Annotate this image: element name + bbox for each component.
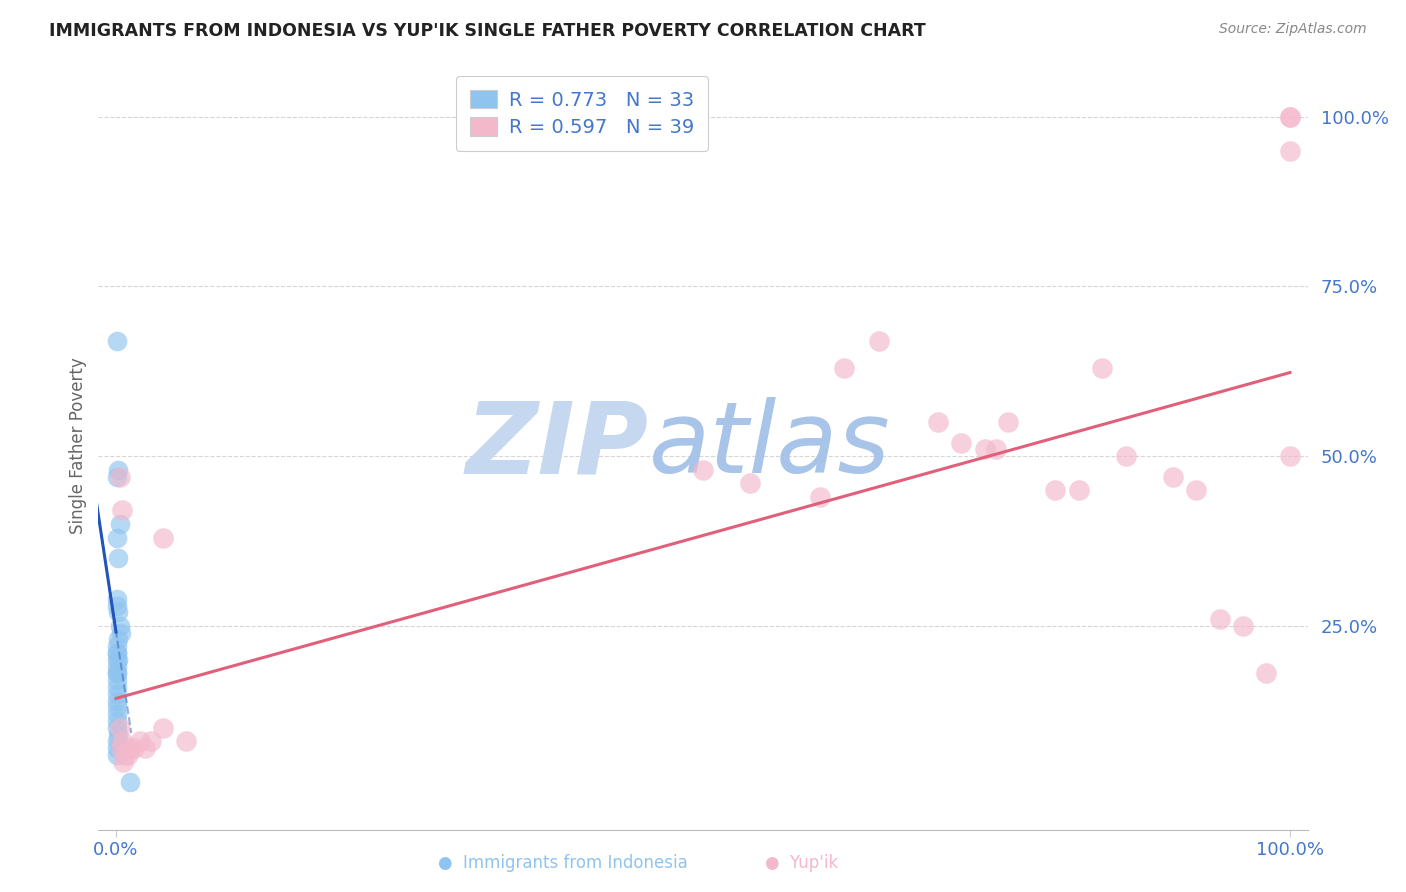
Point: [176, 734, 198, 748]
Point: [128, 734, 150, 748]
Point: [122, 741, 145, 756]
Point: [120, 741, 142, 756]
Point: [1091, 360, 1114, 375]
Text: IMMIGRANTS FROM INDONESIA VS YUP'IK SINGLE FATHER POVERTY CORRELATION CHART: IMMIGRANTS FROM INDONESIA VS YUP'IK SING…: [49, 22, 927, 40]
Point: [1161, 469, 1184, 483]
Point: [1278, 449, 1301, 463]
Point: [105, 469, 128, 483]
Point: [105, 700, 128, 714]
Text: ●  Immigrants from Indonesia: ● Immigrants from Indonesia: [437, 855, 688, 872]
Point: [1278, 110, 1301, 124]
Point: [1115, 449, 1137, 463]
Point: [107, 727, 129, 741]
Point: [105, 747, 128, 762]
Point: [107, 605, 129, 619]
Point: [107, 653, 129, 667]
Point: [1232, 619, 1254, 633]
Point: [105, 591, 128, 606]
Point: [105, 673, 128, 688]
Text: ZIP: ZIP: [465, 398, 648, 494]
Point: [108, 619, 131, 633]
Point: [1185, 483, 1208, 497]
Text: ●  Yup'ik: ● Yup'ik: [765, 855, 838, 872]
Point: [105, 659, 128, 673]
Point: [110, 741, 132, 756]
Legend: R = 0.773   N = 33, R = 0.597   N = 39: R = 0.773 N = 33, R = 0.597 N = 39: [457, 76, 707, 151]
Y-axis label: Single Father Poverty: Single Father Poverty: [69, 358, 87, 534]
Point: [120, 775, 142, 789]
Point: [832, 360, 855, 375]
Point: [111, 503, 134, 517]
Point: [105, 721, 128, 735]
Point: [1278, 144, 1301, 158]
Point: [152, 721, 174, 735]
Point: [105, 640, 128, 654]
Point: [1278, 110, 1301, 124]
Point: [997, 415, 1019, 429]
Point: [105, 707, 128, 722]
Point: [973, 442, 995, 457]
Point: [1208, 612, 1230, 626]
Point: [1043, 483, 1066, 497]
Point: [927, 415, 949, 429]
Point: [950, 435, 973, 450]
Point: [105, 734, 128, 748]
Point: [108, 517, 131, 532]
Point: [105, 666, 128, 681]
Point: [692, 463, 714, 477]
Point: [1067, 483, 1090, 497]
Point: [107, 632, 129, 647]
Point: [105, 646, 128, 660]
Point: [808, 490, 831, 504]
Point: [105, 653, 128, 667]
Point: [108, 721, 131, 735]
Point: [738, 476, 761, 491]
Point: [152, 531, 174, 545]
Point: [117, 747, 139, 762]
Point: [114, 747, 136, 762]
Point: [134, 741, 156, 756]
Point: [868, 334, 890, 348]
Point: [110, 625, 132, 640]
Text: atlas: atlas: [648, 398, 890, 494]
Point: [111, 734, 134, 748]
Point: [105, 693, 128, 707]
Text: Source: ZipAtlas.com: Source: ZipAtlas.com: [1219, 22, 1367, 37]
Point: [105, 741, 128, 756]
Point: [107, 463, 129, 477]
Point: [105, 334, 128, 348]
Point: [108, 469, 131, 483]
Point: [105, 714, 128, 728]
Point: [112, 755, 135, 769]
Point: [105, 666, 128, 681]
Point: [105, 680, 128, 694]
Point: [141, 734, 163, 748]
Point: [105, 531, 128, 545]
Point: [986, 442, 1008, 457]
Point: [105, 687, 128, 701]
Point: [1256, 666, 1278, 681]
Point: [105, 599, 128, 613]
Point: [105, 646, 128, 660]
Point: [107, 551, 129, 566]
